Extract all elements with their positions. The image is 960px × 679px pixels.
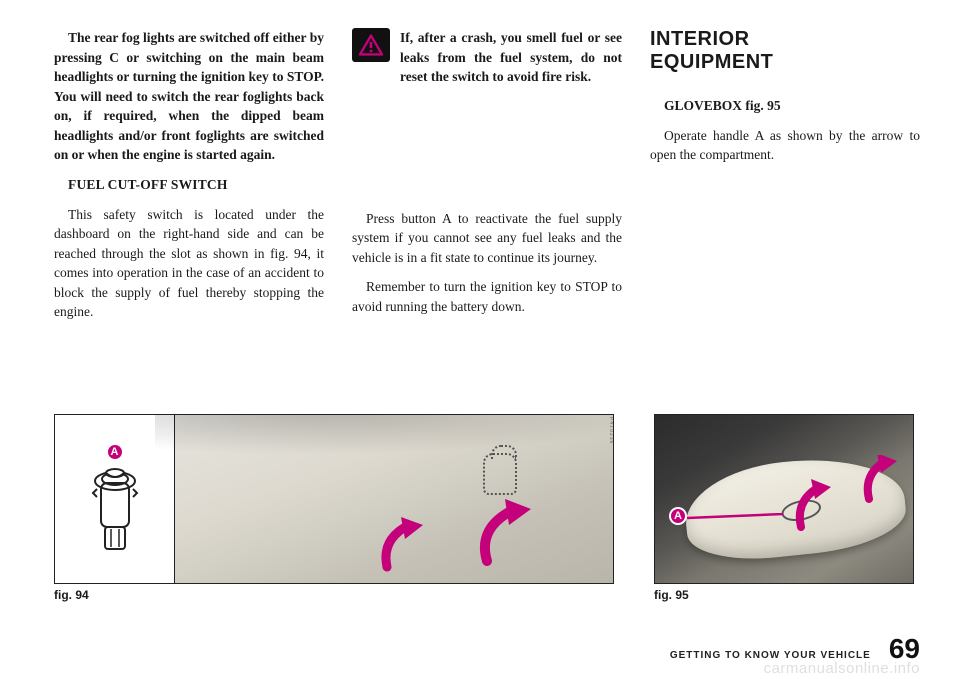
curved-arrow-icon — [791, 479, 841, 533]
spacer — [352, 97, 622, 209]
fuel-cutoff-heading: FUEL CUT-OFF SWITCH — [54, 175, 324, 195]
curved-arrow-icon — [859, 455, 905, 505]
leader-line — [687, 513, 787, 523]
figure-94: A P4T0236 — [54, 414, 614, 602]
warning-block: If, after a crash, you smell fuel or see… — [352, 28, 622, 87]
figure-95-box: A P4T0702 — [654, 414, 914, 584]
fig94-code: P4T0236 — [608, 417, 614, 444]
marker-a-icon: A — [669, 507, 687, 525]
page: The rear fog lights are switched off eit… — [0, 0, 960, 679]
fig94-photo: P4T0236 — [175, 415, 613, 583]
dotted-switch-outline — [483, 453, 517, 495]
col3-p1: Operate handle A as shown by the arrow t… — [650, 126, 920, 165]
curved-arrow-icon — [473, 499, 553, 569]
watermark: carmanualsonline.info — [764, 660, 920, 677]
fig95-code: P4T0702 — [908, 417, 914, 444]
column-3: INTERIOR EQUIPMENT GLOVEBOX fig. 95 Oper… — [650, 28, 920, 408]
fig95-caption: fig. 95 — [654, 588, 914, 602]
col2-p2: Remember to turn the ignition key to STO… — [352, 277, 622, 316]
heading-line1: INTERIOR — [650, 28, 750, 50]
col1-p2: This safety switch is located under the … — [54, 205, 324, 322]
text-columns: The rear fog lights are switched off eit… — [54, 28, 920, 408]
heading-line2: EQUIPMENT — [650, 51, 773, 73]
fig94-caption: fig. 94 — [54, 588, 614, 602]
dash-shadow — [155, 414, 614, 455]
col1-p1: The rear fog lights are switched off eit… — [54, 28, 324, 165]
interior-equipment-heading: INTERIOR EQUIPMENT — [650, 28, 920, 74]
warning-triangle-icon — [352, 28, 390, 62]
figure-95: A P4T0702 fig. — [654, 414, 914, 602]
glovebox-heading: GLOVEBOX fig. 95 — [650, 96, 920, 116]
marker-a-label: A — [111, 446, 119, 458]
figures-row: A P4T0236 — [54, 414, 920, 602]
fig95-photo: A P4T0702 — [655, 415, 913, 583]
warning-text: If, after a crash, you smell fuel or see… — [400, 28, 622, 87]
figure-94-box: A P4T0236 — [54, 414, 614, 584]
column-2: If, after a crash, you smell fuel or see… — [352, 28, 622, 408]
marker-a-icon: A — [106, 443, 124, 461]
curved-arrow-icon — [375, 515, 445, 575]
column-1: The rear fog lights are switched off eit… — [54, 28, 324, 408]
marker-a-label: A — [674, 510, 682, 522]
col2-p1: Press button A to reactivate the fuel su… — [352, 209, 622, 268]
switch-drawing: A — [85, 439, 145, 559]
